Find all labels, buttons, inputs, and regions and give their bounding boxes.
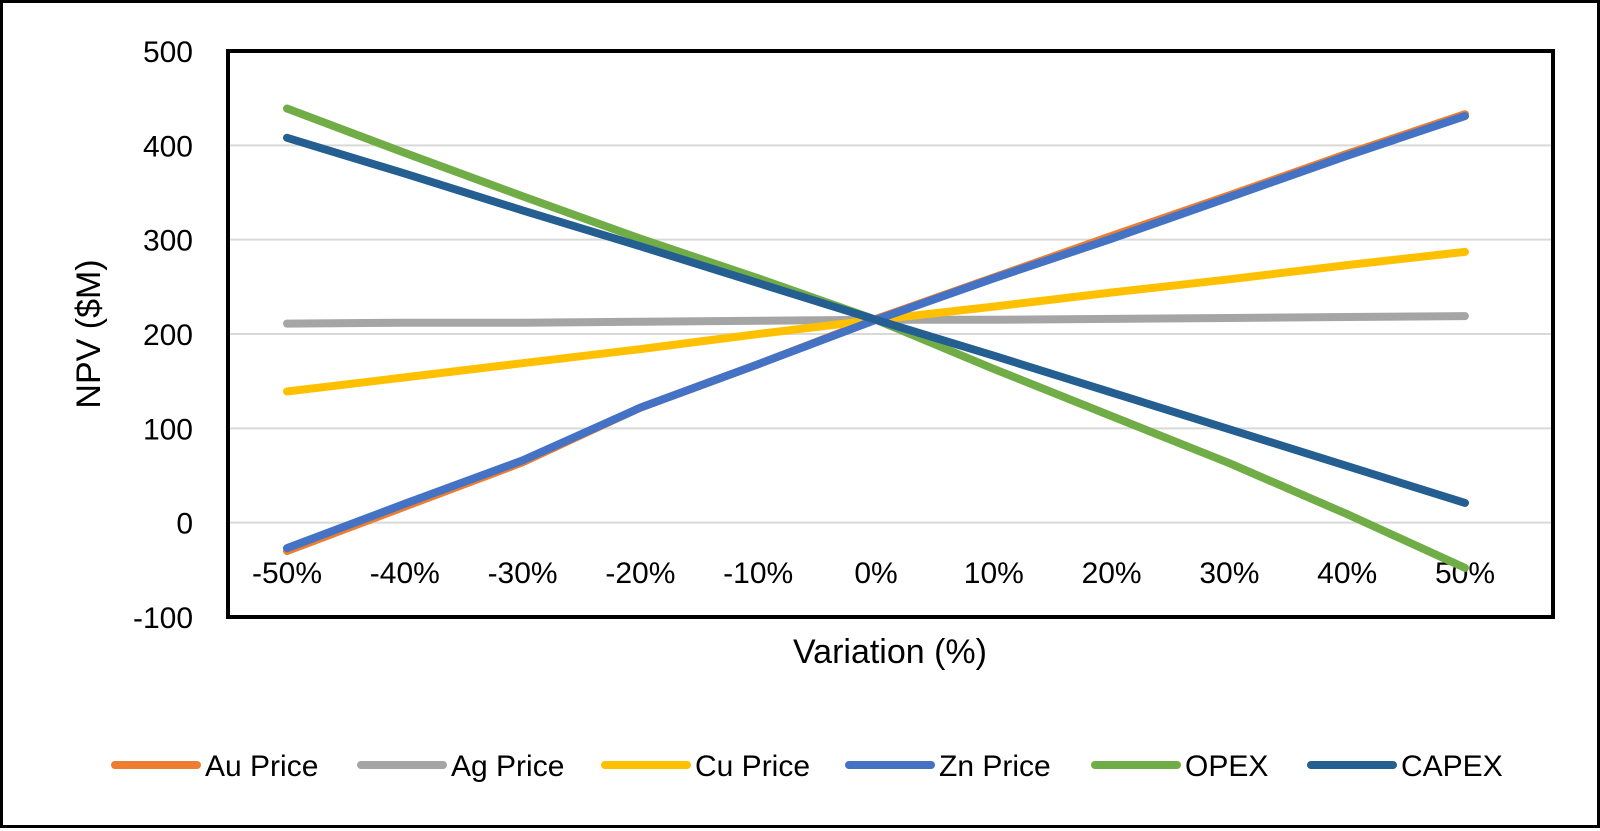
x-tick-label: 10% xyxy=(964,557,1024,590)
y-tick-label: 200 xyxy=(143,319,193,352)
legend-label-ag-price: Ag Price xyxy=(451,750,564,783)
y-tick-label: 300 xyxy=(143,225,193,258)
x-tick-label: 30% xyxy=(1199,557,1259,590)
x-tick-label: 0% xyxy=(854,557,897,590)
x-axis-tick-labels: -50% -40% -30% -20% -10% 0% 10% 20% 30% 40% 50% xyxy=(252,557,1495,590)
y-tick-label: -100 xyxy=(133,602,193,635)
line-chart: 500 400 300 200 100 0 -100 -50% -40% -30% -20% -10… xyxy=(70,36,1555,783)
y-tick-label: 400 xyxy=(143,130,193,163)
x-tick-label: -50% xyxy=(252,557,322,590)
y-axis-title: NPV ($M) xyxy=(70,259,108,408)
legend: Au Price Ag Price Cu Price Zn Price OPEX CAPE… xyxy=(111,750,1503,783)
y-axis-tick-labels: 500 400 300 200 100 0 -100 xyxy=(133,36,193,635)
x-tick-label: -40% xyxy=(370,557,440,590)
legend-label-capex: CAPEX xyxy=(1401,750,1503,783)
x-tick-label: 40% xyxy=(1317,557,1377,590)
x-axis-title: Variation (%) xyxy=(793,633,987,671)
legend-label-cu-price: Cu Price xyxy=(695,750,810,783)
y-tick-label: 0 xyxy=(176,508,193,541)
gridlines xyxy=(230,144,1551,524)
series-lines xyxy=(283,104,1469,572)
y-tick-label: 500 xyxy=(143,36,193,69)
x-tick-label: -20% xyxy=(605,557,675,590)
legend-label-opex: OPEX xyxy=(1185,750,1268,783)
series-line-capex xyxy=(283,133,1469,507)
x-tick-label: -30% xyxy=(488,557,558,590)
legend-label-au-price: Au Price xyxy=(205,750,318,783)
y-tick-label: 100 xyxy=(143,413,193,446)
x-tick-label: 20% xyxy=(1082,557,1142,590)
legend-label-zn-price: Zn Price xyxy=(939,750,1051,783)
x-tick-label: -10% xyxy=(723,557,793,590)
